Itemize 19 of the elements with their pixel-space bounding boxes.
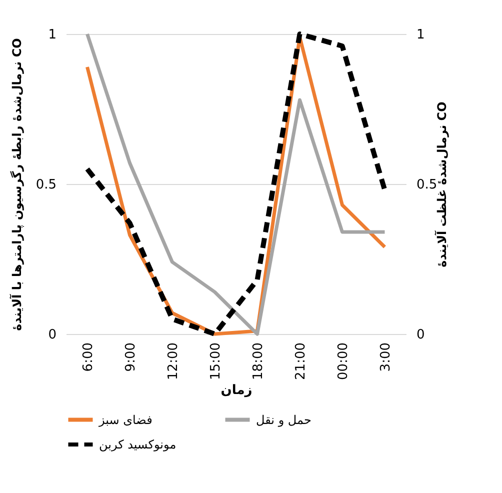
y2-tick-label: 0: [416, 328, 425, 342]
y-tick-label: 0.5: [36, 178, 56, 192]
x-tick-label: 21:00: [293, 342, 308, 380]
x-tick-label: 9:00: [123, 342, 138, 372]
legend-label: فضای سبز: [98, 412, 152, 427]
legend-label: مونوکسید کربن: [99, 438, 176, 452]
y-tick-label: 0: [48, 328, 56, 342]
x-tick-label: 3:00: [378, 342, 394, 372]
x-tick-label: 00:00: [336, 342, 351, 380]
y-axis-title: نرمال‌شدهٔ رابطهٔ رگرسیون پارامترها با آلایندهٔ CO: [8, 38, 24, 331]
x-axis-title: زمان: [220, 382, 252, 398]
y2-tick-label: 0.5: [416, 178, 438, 192]
y-tick-label: 1: [48, 28, 56, 42]
x-tick-label: 18:00: [250, 342, 266, 380]
x-tick-label: 12:00: [166, 342, 181, 380]
x-tick-label: 6:00: [80, 342, 96, 372]
legend-label: حمل و نقل: [256, 412, 312, 427]
y2-tick-label: 1: [416, 28, 425, 42]
x-tick-label: 15:00: [208, 342, 224, 380]
